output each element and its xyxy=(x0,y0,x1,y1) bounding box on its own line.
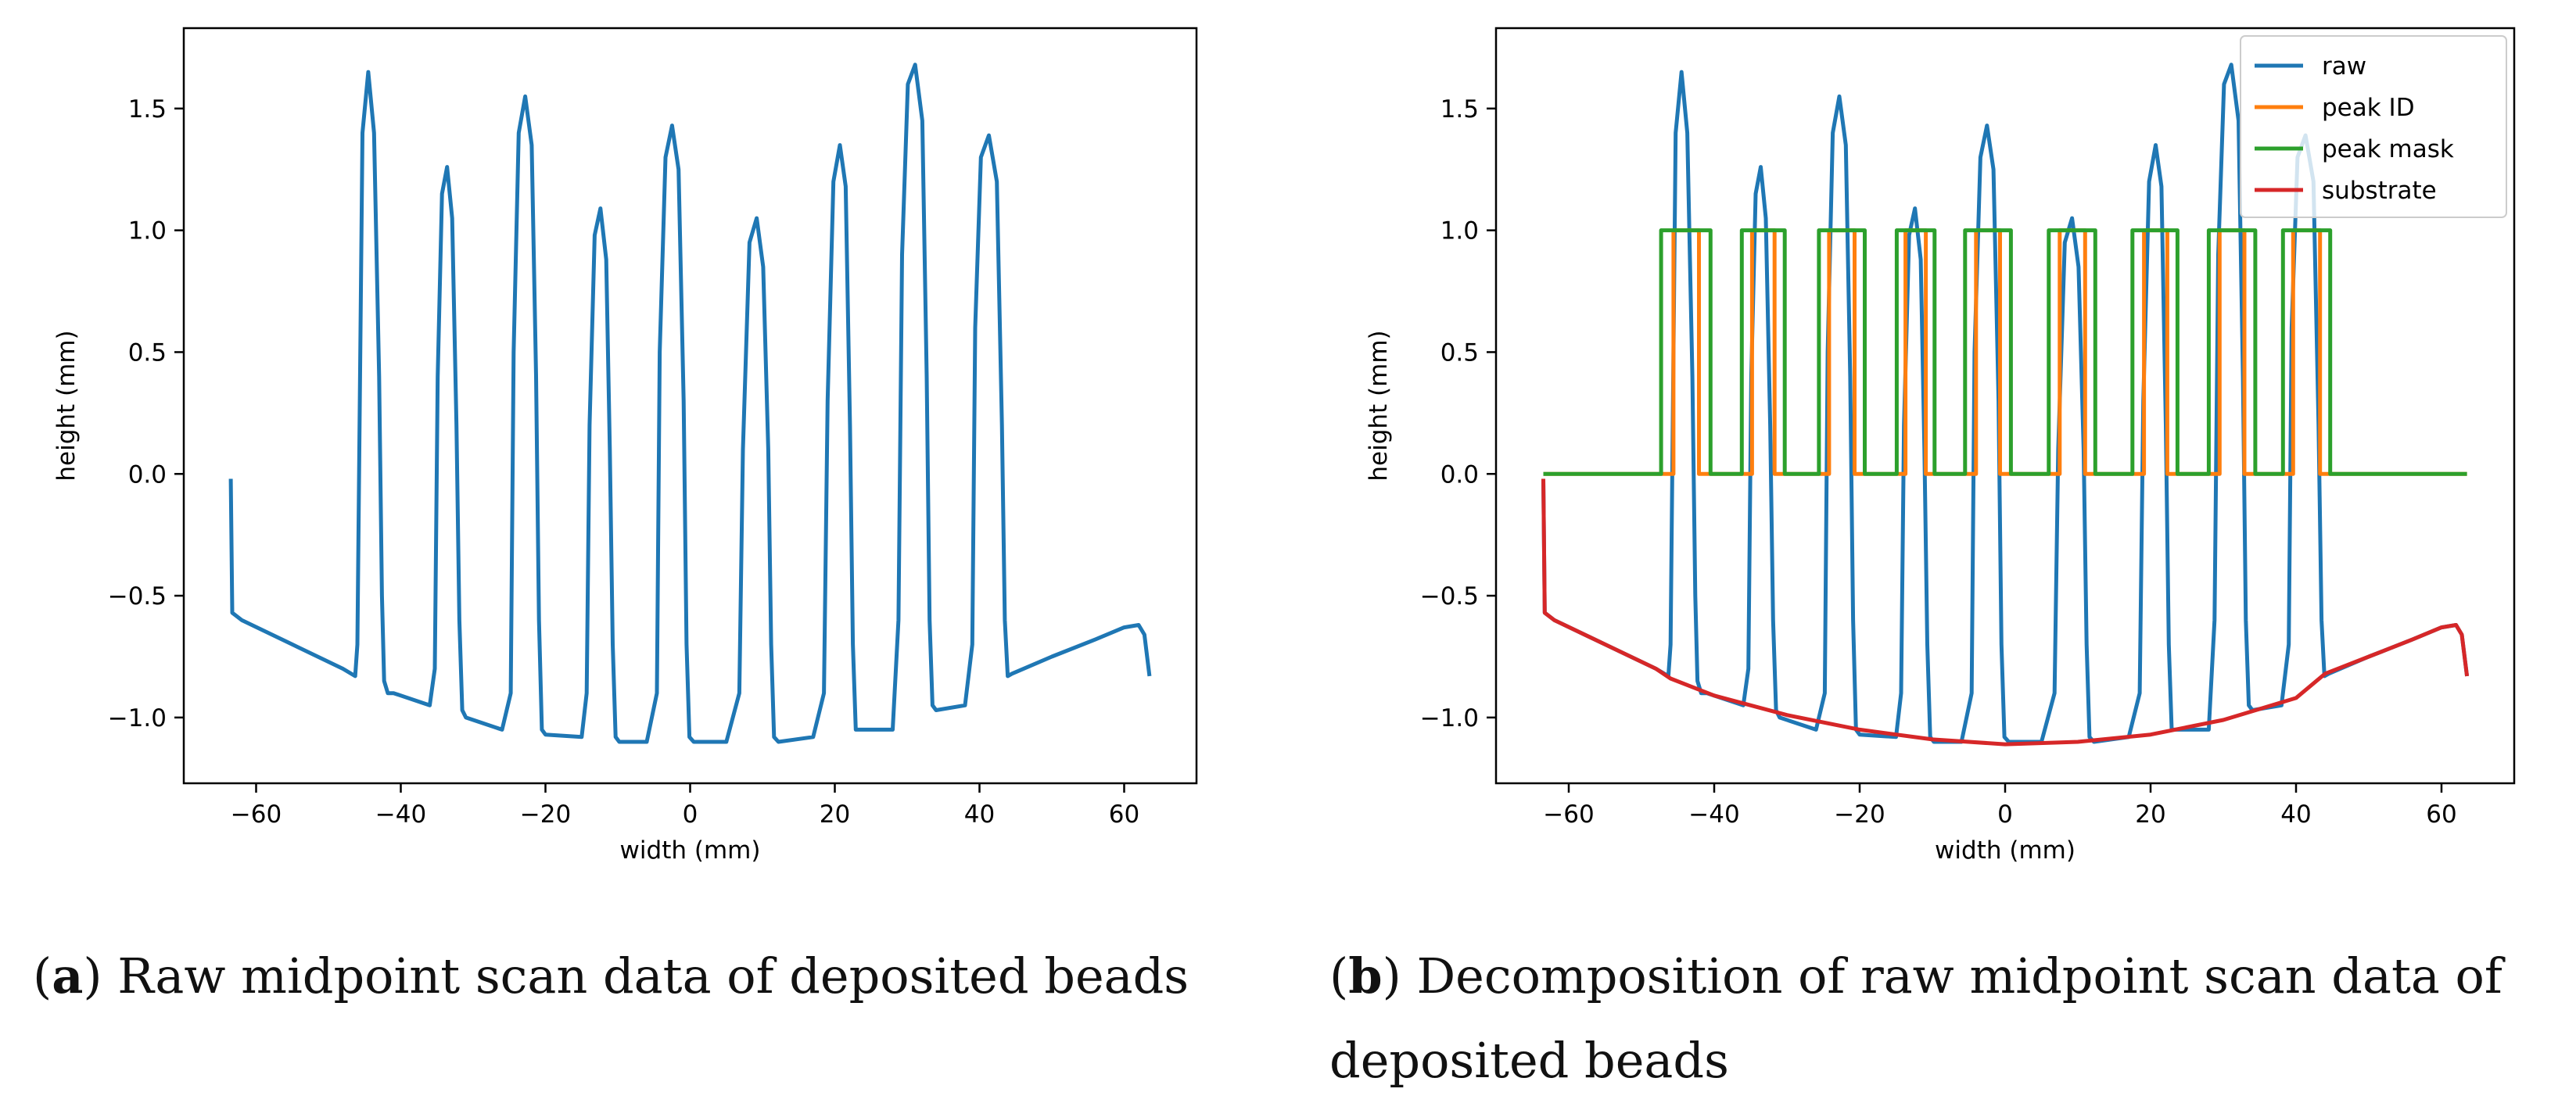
x-tick-label: 40 xyxy=(2280,800,2311,829)
legend-label: substrate xyxy=(2322,177,2437,205)
y-tick-label: 0.5 xyxy=(128,338,167,367)
y-tick-label: −0.5 xyxy=(108,582,167,611)
x-tick-label: −20 xyxy=(1834,800,1885,829)
x-tick-label: −60 xyxy=(1543,800,1594,829)
chart-b: −60 −40 −20 0 20 40 60 −1.0 −0.5 0.0 0.5 1.0 1.5 widt… xyxy=(1365,27,2516,865)
y-tick-label: 1.0 xyxy=(1440,217,1479,245)
x-tick-label: 20 xyxy=(2135,800,2165,829)
caption-a-text: Raw midpoint scan data of deposited bead… xyxy=(102,947,1189,1005)
legend-box xyxy=(2240,35,2507,218)
legend-label: peak ID xyxy=(2322,94,2415,122)
y-axis-label: height (mm) xyxy=(52,330,81,481)
x-tick-label: 40 xyxy=(964,800,995,829)
caption-a: (a) Raw midpoint scan data of deposited … xyxy=(33,947,1189,1005)
x-axis-label: width (mm) xyxy=(620,836,761,865)
caption-b: (b) Decomposition of raw midpoint scan d… xyxy=(1329,947,2502,1089)
x-tick-label: −20 xyxy=(520,800,571,829)
y-tick-label: 1.0 xyxy=(128,217,167,245)
x-tick-label: −60 xyxy=(231,800,282,829)
x-axis-label: width (mm) xyxy=(1935,836,2076,865)
legend: raw peak ID peak mask substrate xyxy=(2240,35,2507,218)
y-tick-label: 0.0 xyxy=(128,460,167,489)
y-tick-label: 1.5 xyxy=(1440,95,1479,124)
y-axis-label: height (mm) xyxy=(1365,330,1393,481)
x-tick-label: 20 xyxy=(820,800,850,829)
series-raw-line xyxy=(228,63,1152,744)
y-tick-label: 0.0 xyxy=(1440,460,1479,489)
legend-label: peak mask xyxy=(2322,135,2454,163)
legend-label: raw xyxy=(2322,52,2366,81)
y-tick-label: 0.5 xyxy=(1440,338,1479,367)
series-substrate-line xyxy=(1541,478,2470,747)
y-tick-label: −0.5 xyxy=(1420,582,1479,611)
y-tick-label: −1.0 xyxy=(1420,704,1479,732)
y-tick-label: −1.0 xyxy=(108,704,167,732)
caption-b-text: Decomposition of raw midpoint scan data … xyxy=(1329,947,2502,1089)
axes-frame xyxy=(182,27,1198,785)
caption-a-letter: a xyxy=(52,947,84,1005)
y-tick-label: 1.5 xyxy=(128,95,167,124)
x-tick-label: 60 xyxy=(1109,800,1139,829)
x-tick-label: 60 xyxy=(2426,800,2456,829)
x-tick-label: 0 xyxy=(1997,800,2013,829)
series-peak-mask-line xyxy=(1543,228,2467,476)
x-tick-label: −40 xyxy=(1688,800,1739,829)
chart-a: −60 −40 −20 0 20 40 60 −1.0 −0.5 0.0 0.5 1.0 1.5 widt… xyxy=(52,27,1198,865)
x-tick-label: 0 xyxy=(683,800,698,829)
caption-b-letter: b xyxy=(1348,947,1383,1005)
x-tick-label: −40 xyxy=(375,800,426,829)
